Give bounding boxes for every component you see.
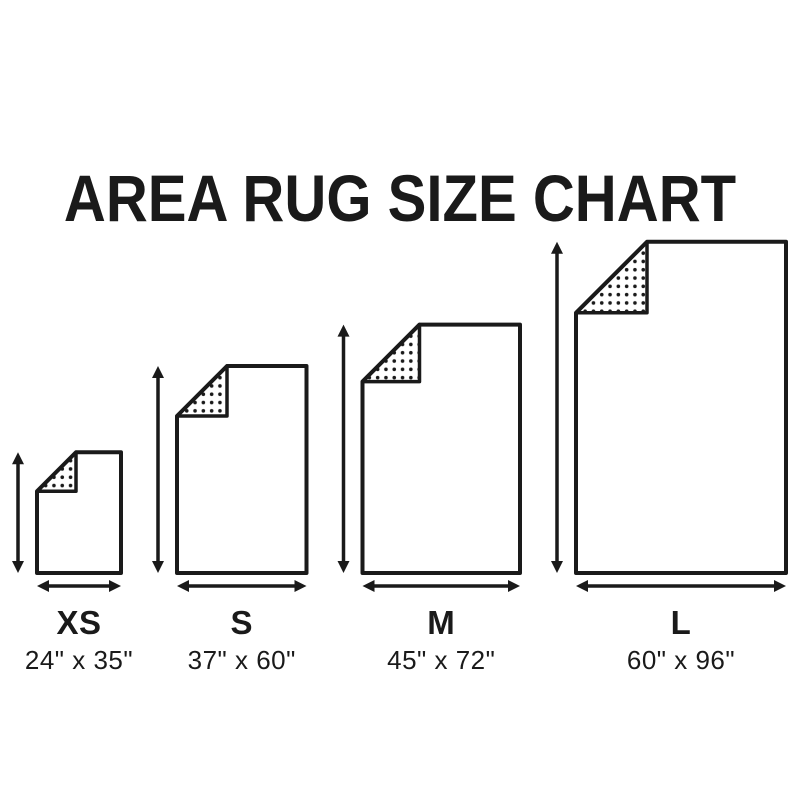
arrowhead-down-icon <box>12 561 24 573</box>
size-dimensions: 60" x 96" <box>626 645 736 675</box>
rug-group-s <box>152 364 309 592</box>
rug-group-xs <box>12 450 123 592</box>
arrowhead-down-icon <box>152 561 164 573</box>
arrowhead-up-icon <box>551 241 563 254</box>
arrowhead-right-icon <box>774 580 786 592</box>
rug-label-group-m: M 45" x 72" <box>341 604 541 675</box>
size-label: M <box>427 604 456 641</box>
arrowhead-right-icon <box>109 580 121 592</box>
arrowhead-up-icon <box>152 366 164 378</box>
rug-label-group-xs: XS 24" x 35" <box>0 604 179 675</box>
size-label: L <box>670 604 692 641</box>
arrowhead-down-icon <box>337 561 350 573</box>
arrowhead-right-icon <box>508 580 520 592</box>
arrowhead-left-icon <box>177 580 189 592</box>
folded-corner-icon <box>360 322 422 384</box>
size-label: S <box>230 604 253 641</box>
size-label: XS <box>56 604 102 641</box>
size-dimensions: 24" x 35" <box>24 645 134 675</box>
folded-corner-icon <box>175 364 229 418</box>
folded-corner-icon <box>574 240 649 315</box>
rug-label-group-l: L 60" x 96" <box>581 604 781 675</box>
page-title: AREA RUG SIZE CHART <box>63 161 737 236</box>
arrowhead-left-icon <box>576 580 588 592</box>
rug-group-l <box>551 239 788 592</box>
rug-label-group-s: S 37" x 60" <box>142 604 342 675</box>
arrowhead-left-icon <box>362 580 375 592</box>
arrowhead-up-icon <box>337 324 350 337</box>
size-dimensions: 45" x 72" <box>387 645 496 675</box>
size-dimensions: 37" x 60" <box>187 645 296 675</box>
arrowhead-right-icon <box>294 580 307 592</box>
rug-group-m <box>337 322 522 592</box>
arrowhead-left-icon <box>37 580 49 592</box>
arrowhead-down-icon <box>551 561 563 573</box>
arrowhead-up-icon <box>12 452 24 465</box>
rug-outline <box>35 450 123 575</box>
folded-corner-icon <box>35 450 78 493</box>
